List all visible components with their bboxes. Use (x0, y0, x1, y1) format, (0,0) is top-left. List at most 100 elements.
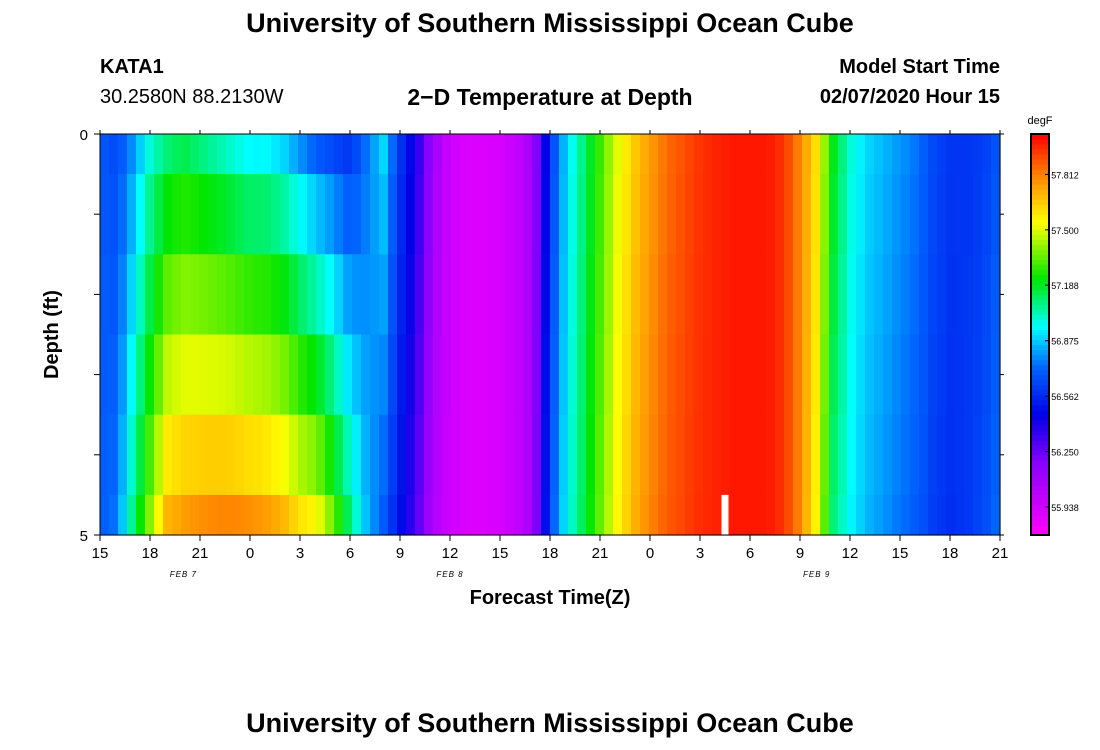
heatmap-cell (100, 134, 110, 175)
heatmap-cell (649, 254, 659, 336)
heatmap-cell (487, 174, 497, 255)
heatmap-cell (568, 174, 578, 255)
heatmap-cell (865, 174, 875, 255)
heatmap-cell (892, 134, 902, 175)
heatmap-cell (406, 134, 416, 175)
heatmap-cell (613, 174, 623, 255)
heatmap-cell (766, 174, 776, 255)
heatmap-cell (937, 254, 947, 336)
heatmap-cell (568, 334, 578, 416)
heatmap-cell (802, 174, 812, 255)
heatmap-cell (559, 134, 569, 175)
heatmap-cell (271, 134, 281, 175)
heatmap-cell (811, 254, 821, 336)
heatmap-cell (910, 254, 920, 336)
heatmap-cell (406, 174, 416, 255)
heatmap-cell (910, 494, 920, 536)
heatmap-cell (640, 254, 650, 336)
heatmap-cell (577, 494, 587, 536)
heatmap-cell (325, 254, 335, 336)
heatmap-cell (775, 134, 785, 175)
colorbar-segment (1031, 429, 1049, 436)
heatmap-cell (856, 134, 866, 175)
heatmap-cell (955, 254, 965, 336)
heatmap-cell (415, 414, 425, 496)
heatmap-cell (703, 494, 713, 536)
heatmap-cell (226, 174, 236, 255)
heatmap-cell (964, 494, 974, 536)
page-title: University of Southern Mississippi Ocean… (246, 8, 854, 38)
heatmap-cell (586, 134, 596, 175)
heatmap-cell (856, 494, 866, 536)
heatmap-cell (568, 414, 578, 496)
heatmap-cell (361, 494, 371, 536)
heatmap-cell (820, 174, 830, 255)
heatmap-cell (721, 334, 731, 416)
colorbar-segment (1031, 194, 1049, 200)
colorbar-segment (1031, 514, 1049, 521)
heatmap-cell (442, 494, 452, 536)
heatmap-cell (685, 494, 695, 536)
heatmap-cell (919, 174, 929, 255)
heatmap-cell (766, 414, 776, 496)
colorbar-segment (1031, 319, 1049, 326)
heatmap-cell (271, 494, 281, 536)
heatmap-cell (568, 494, 578, 536)
heatmap-cell (919, 254, 929, 336)
heatmap-cell (469, 494, 479, 536)
heatmap-cell (514, 134, 524, 175)
colorbar-segment (1031, 314, 1049, 321)
colorbar-segment (1031, 494, 1049, 501)
heatmap-cell (991, 334, 1001, 416)
heatmap-cell (127, 414, 137, 496)
colorbar-segment (1031, 484, 1049, 491)
heatmap-cell (442, 334, 452, 416)
heatmap-cell (316, 414, 326, 496)
heatmap-cell (649, 134, 659, 175)
heatmap-cell (955, 134, 965, 175)
colorbar-segment (1031, 154, 1049, 160)
colorbar-tick-label: 57.812 (1051, 170, 1079, 180)
heatmap-cell (694, 134, 704, 175)
heatmap-cell (847, 174, 857, 255)
heatmap-cell (460, 414, 470, 496)
heatmap-cell (586, 334, 596, 416)
heatmap-cell (190, 174, 200, 255)
heatmap-cell (469, 174, 479, 255)
heatmap-cell (847, 254, 857, 336)
heatmap-cell (820, 334, 830, 416)
heatmap-cell (604, 134, 614, 175)
heatmap-cell (271, 414, 281, 496)
colorbar-segment (1031, 234, 1049, 240)
heatmap-cell (622, 134, 632, 175)
heatmap-cell (784, 134, 794, 175)
heatmap-cell (505, 254, 515, 336)
heatmap-cell (199, 134, 209, 175)
colorbar-segment (1031, 419, 1049, 426)
heatmap-cell (199, 334, 209, 416)
heatmap-cell (181, 174, 191, 255)
heatmap-cell (775, 174, 785, 255)
heatmap-cell (550, 334, 560, 416)
heatmap-cell (424, 494, 434, 536)
heatmap-cell (712, 414, 722, 496)
colorbar-segment (1031, 304, 1049, 311)
heatmap-cell (883, 174, 893, 255)
colorbar-segment (1031, 209, 1049, 215)
colorbar-segment (1031, 344, 1049, 351)
heatmap-cell (973, 414, 983, 496)
heatmap-cell (676, 334, 686, 416)
heatmap-cell (154, 334, 164, 416)
heatmap-cell (298, 254, 308, 336)
heatmap-cell (226, 494, 236, 536)
colorbar-segment (1031, 289, 1049, 295)
heatmap-cell (469, 254, 479, 336)
heatmap-cell (397, 134, 407, 175)
heatmap-cell (280, 254, 290, 336)
heatmap-cell (748, 334, 758, 416)
heatmap-cell (883, 254, 893, 336)
heatmap-cell (118, 254, 128, 336)
heatmap-cell (325, 334, 335, 416)
heatmap-cell (199, 254, 209, 336)
colorbar-segment (1031, 499, 1049, 506)
